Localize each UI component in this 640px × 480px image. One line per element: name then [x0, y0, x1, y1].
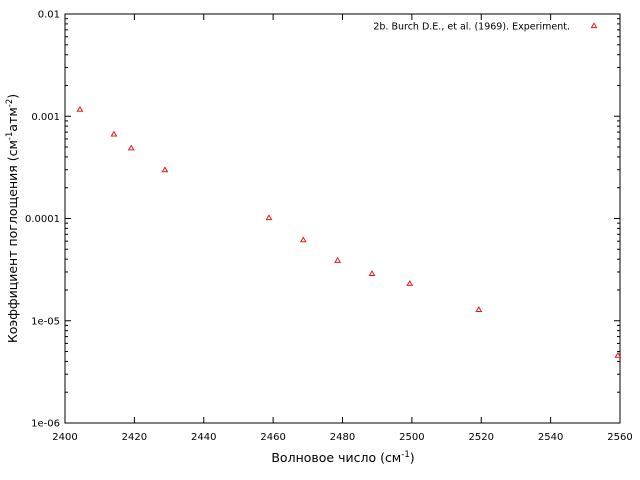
y-axis-ticks: 0.01 0.001 0.0001 1e-05 1e-06: [25, 10, 620, 430]
y-axis-label: Коэффициент поглощения (см-1атм-2): [5, 94, 20, 343]
y-axis-label-tail: ): [5, 94, 20, 99]
x-tick-label: 2560: [607, 432, 632, 443]
legend-label: 2b. Burch D.E., et al. (1969). Experimen…: [373, 22, 570, 33]
x-tick-label: 2400: [52, 432, 77, 443]
data-point: [406, 279, 414, 286]
x-axis-label-tail: ): [410, 450, 415, 465]
x-axis-label: Волновое число (см-1): [271, 450, 414, 465]
x-tick-label: 2440: [191, 432, 216, 443]
data-point: [299, 236, 307, 243]
y-axis-label-sup1: -1: [5, 132, 15, 140]
y-axis-label-main: Коэффициент поглощения (см: [5, 140, 20, 343]
y-tick-label: 1e-05: [31, 316, 60, 327]
x-axis-label-sup: -1: [401, 450, 409, 460]
data-point: [110, 130, 118, 137]
legend: 2b. Burch D.E., et al. (1969). Experimen…: [373, 22, 598, 33]
y-tick-label: 1e-06: [31, 419, 60, 430]
data-point: [127, 144, 135, 151]
x-tick-label: 2420: [122, 432, 147, 443]
y-tick-label: 0.0001: [25, 214, 60, 225]
plot-frame: [64, 13, 621, 424]
x-tick-label: 2480: [330, 432, 355, 443]
data-point: [368, 270, 376, 276]
x-tick-label: 2460: [260, 432, 285, 443]
y-tick-label: 0.001: [31, 112, 60, 123]
data-point: [475, 306, 483, 312]
legend-marker: [590, 22, 598, 29]
x-axis-label-main: Волновое число (см: [271, 450, 401, 465]
data-point: [161, 166, 169, 173]
data-point: [334, 256, 342, 263]
x-axis-ticks: 2400 2420 2440 2460 2480 2500 2520 2540 2560: [52, 14, 633, 443]
y-tick-label: 0.01: [38, 10, 60, 21]
x-tick-label: 2540: [538, 432, 563, 443]
x-tick-label: 2520: [469, 432, 494, 443]
data-point: [76, 105, 84, 112]
y-axis-label-mid: атм: [5, 107, 20, 131]
data-points: [76, 105, 622, 358]
data-point: [614, 351, 622, 358]
x-tick-label: 2500: [399, 432, 424, 443]
data-point: [265, 214, 273, 221]
y-axis-label-sup2: -2: [5, 99, 15, 107]
